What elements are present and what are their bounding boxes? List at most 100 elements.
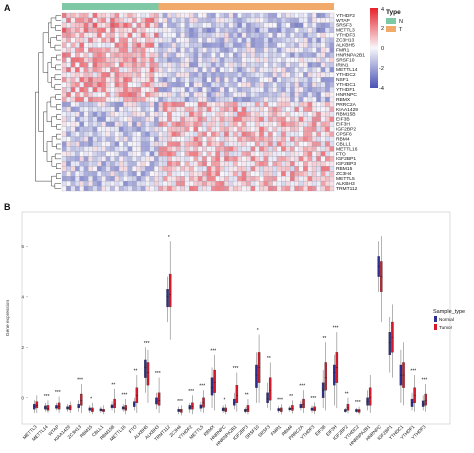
heatmap-cell — [276, 161, 282, 167]
heatmap-cell — [311, 27, 317, 33]
heatmap-cell — [285, 57, 291, 63]
heatmap-cell — [290, 126, 295, 132]
heatmap-cell — [70, 82, 76, 88]
heatmap-cell — [167, 91, 172, 98]
heatmap-cell — [259, 116, 264, 122]
heatmap-cell — [127, 91, 133, 98]
heatmap-cell — [228, 27, 234, 33]
heatmap-cell — [132, 156, 137, 162]
heatmap-cell — [281, 32, 286, 38]
heatmap-cell — [79, 47, 85, 53]
heatmap-cell — [241, 77, 247, 83]
heatmap-cell — [79, 27, 85, 33]
heatmap-cell — [140, 161, 146, 167]
heatmap-cell — [162, 52, 168, 58]
heatmap-cell — [167, 111, 172, 117]
heatmap-cell — [140, 156, 146, 162]
heatmap-cell — [298, 151, 304, 157]
box-tumor — [202, 390, 205, 413]
heatmap-cell — [75, 91, 80, 98]
heatmap-cell — [149, 106, 155, 113]
heatmap-cell — [250, 62, 256, 68]
heatmap-cell — [215, 136, 221, 142]
heatmap-cell — [149, 136, 155, 142]
heatmap-cell — [70, 67, 76, 73]
heatmap-cell — [145, 37, 150, 43]
heatmap-cell — [175, 111, 181, 117]
heatmap-cell — [290, 62, 295, 68]
heatmap-cell — [127, 17, 133, 24]
heatmap-cell — [237, 82, 242, 88]
box-normal — [66, 404, 69, 412]
heatmap-cell — [162, 96, 168, 103]
box-tumor — [257, 334, 261, 403]
heatmap-cell — [101, 106, 106, 113]
heatmap-cell — [307, 106, 313, 113]
heatmap-cell — [83, 47, 89, 53]
heatmap-cell — [180, 171, 185, 177]
heatmap-cell — [281, 166, 286, 172]
heatmap-cell — [132, 151, 137, 157]
heatmap-cell — [228, 116, 234, 122]
heatmap-cell — [189, 116, 194, 122]
heatmap-cell — [202, 57, 207, 63]
heatmap-cell — [224, 87, 229, 93]
heatmap-cell — [224, 52, 229, 58]
heatmap-cell — [276, 77, 282, 83]
heatmap-cell — [259, 72, 264, 78]
heatmap-cell — [75, 166, 80, 172]
heatmap-cell — [254, 151, 260, 157]
heatmap-cell — [61, 106, 67, 113]
heatmap-cell — [285, 171, 291, 177]
sample-type-legend: Sample_type Normal Tumor — [433, 309, 465, 330]
heatmap-cell — [140, 136, 146, 142]
heatmap-cell — [136, 156, 142, 162]
heatmap-cell — [237, 62, 242, 68]
heatmap-cell — [180, 141, 185, 147]
box-normal — [33, 400, 36, 413]
heatmap-cell — [202, 185, 207, 192]
heatmap-cell — [211, 185, 216, 192]
heatmap-cell — [311, 87, 317, 93]
heatmap-cell — [211, 67, 216, 73]
heatmap-cell — [158, 126, 164, 132]
heatmap-cell — [246, 91, 251, 98]
heatmap-cell — [136, 32, 142, 38]
heatmap-cell — [211, 141, 216, 147]
heatmap-cell — [189, 131, 194, 137]
heatmap-cell — [276, 131, 282, 137]
heatmap-cell — [259, 151, 264, 157]
heatmap-cell — [325, 47, 330, 53]
heatmap-cell — [83, 136, 89, 142]
heatmap-cell — [162, 37, 168, 43]
heatmap-cell — [316, 166, 321, 172]
heatmap-cell — [189, 101, 194, 108]
heatmap-cell — [237, 111, 242, 117]
heatmap-cell — [114, 161, 120, 167]
heatmap-cell — [184, 87, 190, 93]
heatmap-cell — [311, 22, 317, 28]
heatmap-cell — [237, 116, 242, 122]
heatmap-cell — [114, 82, 120, 88]
heatmap-cell — [154, 42, 159, 48]
heatmap-cell — [228, 101, 234, 108]
heatmap-cell — [105, 87, 111, 93]
heatmap-cell — [79, 141, 85, 147]
heatmap-cell — [237, 57, 242, 63]
heatmap-cell — [290, 72, 295, 78]
heatmap-cell — [184, 116, 190, 122]
heatmap-cell — [294, 131, 300, 137]
heatmap-cell — [149, 17, 155, 24]
heatmap-cell — [329, 126, 335, 132]
heatmap-cell — [237, 96, 242, 103]
heatmap-cell — [171, 121, 177, 127]
heatmap-cell — [96, 12, 102, 19]
heatmap-cell — [154, 121, 159, 127]
heatmap-cell — [259, 131, 264, 137]
heatmap-cell — [149, 180, 155, 187]
heatmap-cell — [118, 32, 124, 38]
heatmap-cell — [202, 72, 207, 78]
heatmap-cell — [92, 176, 98, 182]
heatmap-cell — [101, 161, 106, 167]
significance-label: ** — [345, 391, 349, 397]
